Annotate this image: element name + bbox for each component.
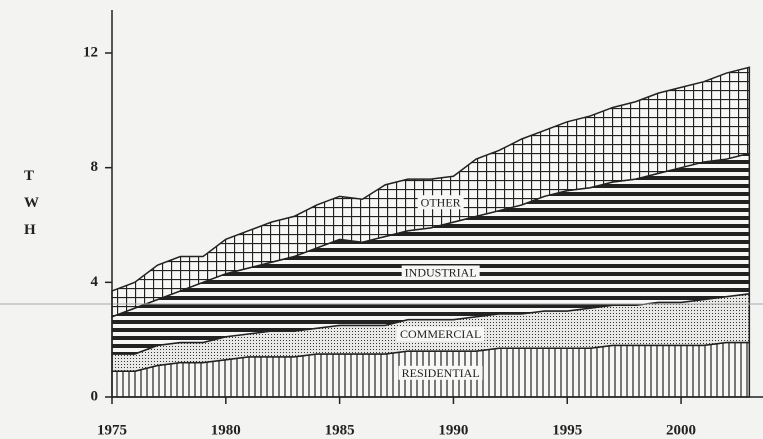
areas [111,66,751,398]
series-label-box [401,265,480,280]
series-label-box [398,365,483,380]
x-tick-label: 1995 [552,422,582,438]
y-tick-label: 8 [91,159,99,175]
x-tick-label: 1990 [438,422,468,438]
series-label: RESIDENTIAL [402,366,480,380]
x-tick-label: 2000 [666,422,696,438]
y-tick-label: 0 [91,388,99,404]
series-label: OTHER [421,195,461,209]
y-tick-label: 12 [83,44,98,60]
x-tick-label: 1975 [97,422,127,438]
series-label: INDUSTRIAL [405,265,477,279]
series-label: COMMERCIAL [400,327,481,341]
area [111,66,751,318]
series-label-box [417,195,464,210]
y-axis-label: TWH [24,168,39,238]
series-label-box [396,327,485,342]
x-tick-label: 1980 [211,422,241,438]
y-tick-label: 4 [91,274,99,290]
x-tick-label: 1985 [325,422,355,438]
